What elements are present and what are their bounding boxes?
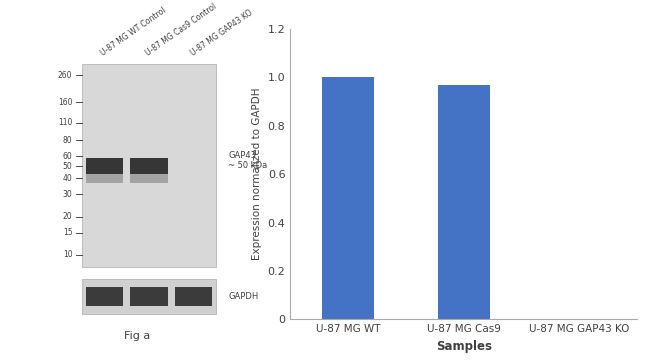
FancyBboxPatch shape — [175, 287, 213, 306]
Text: 10: 10 — [63, 250, 72, 260]
FancyBboxPatch shape — [131, 174, 168, 183]
Text: 15: 15 — [63, 228, 72, 237]
Text: U-87 MG WT Control: U-87 MG WT Control — [99, 6, 168, 58]
Text: 110: 110 — [58, 118, 72, 127]
FancyBboxPatch shape — [131, 287, 168, 306]
Text: U-87 MG Cas9 Control: U-87 MG Cas9 Control — [144, 3, 218, 58]
Text: U-87 MG GAP43 KO: U-87 MG GAP43 KO — [188, 9, 254, 58]
Text: 50: 50 — [62, 162, 72, 171]
X-axis label: Samples: Samples — [436, 340, 491, 353]
Bar — [322, 77, 374, 319]
FancyBboxPatch shape — [86, 287, 124, 306]
Text: 40: 40 — [62, 174, 72, 183]
Text: Fig a: Fig a — [124, 331, 150, 341]
Text: GAPDH: GAPDH — [228, 292, 259, 301]
Text: 260: 260 — [58, 71, 72, 80]
Text: 20: 20 — [63, 212, 72, 221]
FancyBboxPatch shape — [131, 158, 168, 174]
FancyBboxPatch shape — [86, 158, 124, 174]
FancyBboxPatch shape — [86, 174, 124, 183]
Text: 30: 30 — [62, 190, 72, 199]
FancyBboxPatch shape — [83, 64, 216, 267]
Bar — [437, 85, 489, 319]
Text: GAP43
~ 50 kDa: GAP43 ~ 50 kDa — [228, 151, 268, 170]
Text: 60: 60 — [62, 152, 72, 161]
FancyBboxPatch shape — [83, 279, 216, 314]
Text: 80: 80 — [63, 136, 72, 145]
Text: 160: 160 — [58, 98, 72, 107]
Y-axis label: Expression normalized to GAPDH: Expression normalized to GAPDH — [252, 88, 262, 261]
